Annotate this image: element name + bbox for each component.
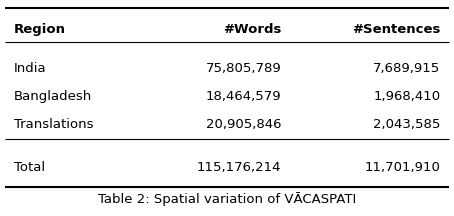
Text: 1,968,410: 1,968,410 — [373, 90, 440, 103]
Text: 7,689,915: 7,689,915 — [373, 62, 440, 75]
Text: India: India — [14, 62, 46, 75]
Text: 2,043,585: 2,043,585 — [373, 118, 440, 131]
Text: #Sentences: #Sentences — [352, 23, 440, 36]
Text: #Words: #Words — [223, 23, 281, 36]
Text: 20,905,846: 20,905,846 — [206, 118, 281, 131]
Text: Table 2: Spatial variation of VĀCASPATI: Table 2: Spatial variation of VĀCASPATI — [98, 192, 356, 206]
Text: Region: Region — [14, 23, 66, 36]
Text: 115,176,214: 115,176,214 — [197, 161, 281, 174]
Text: Total: Total — [14, 161, 45, 174]
Text: 18,464,579: 18,464,579 — [206, 90, 281, 103]
Text: 75,805,789: 75,805,789 — [206, 62, 281, 75]
Text: Translations: Translations — [14, 118, 93, 131]
Text: Bangladesh: Bangladesh — [14, 90, 92, 103]
Text: 11,701,910: 11,701,910 — [365, 161, 440, 174]
